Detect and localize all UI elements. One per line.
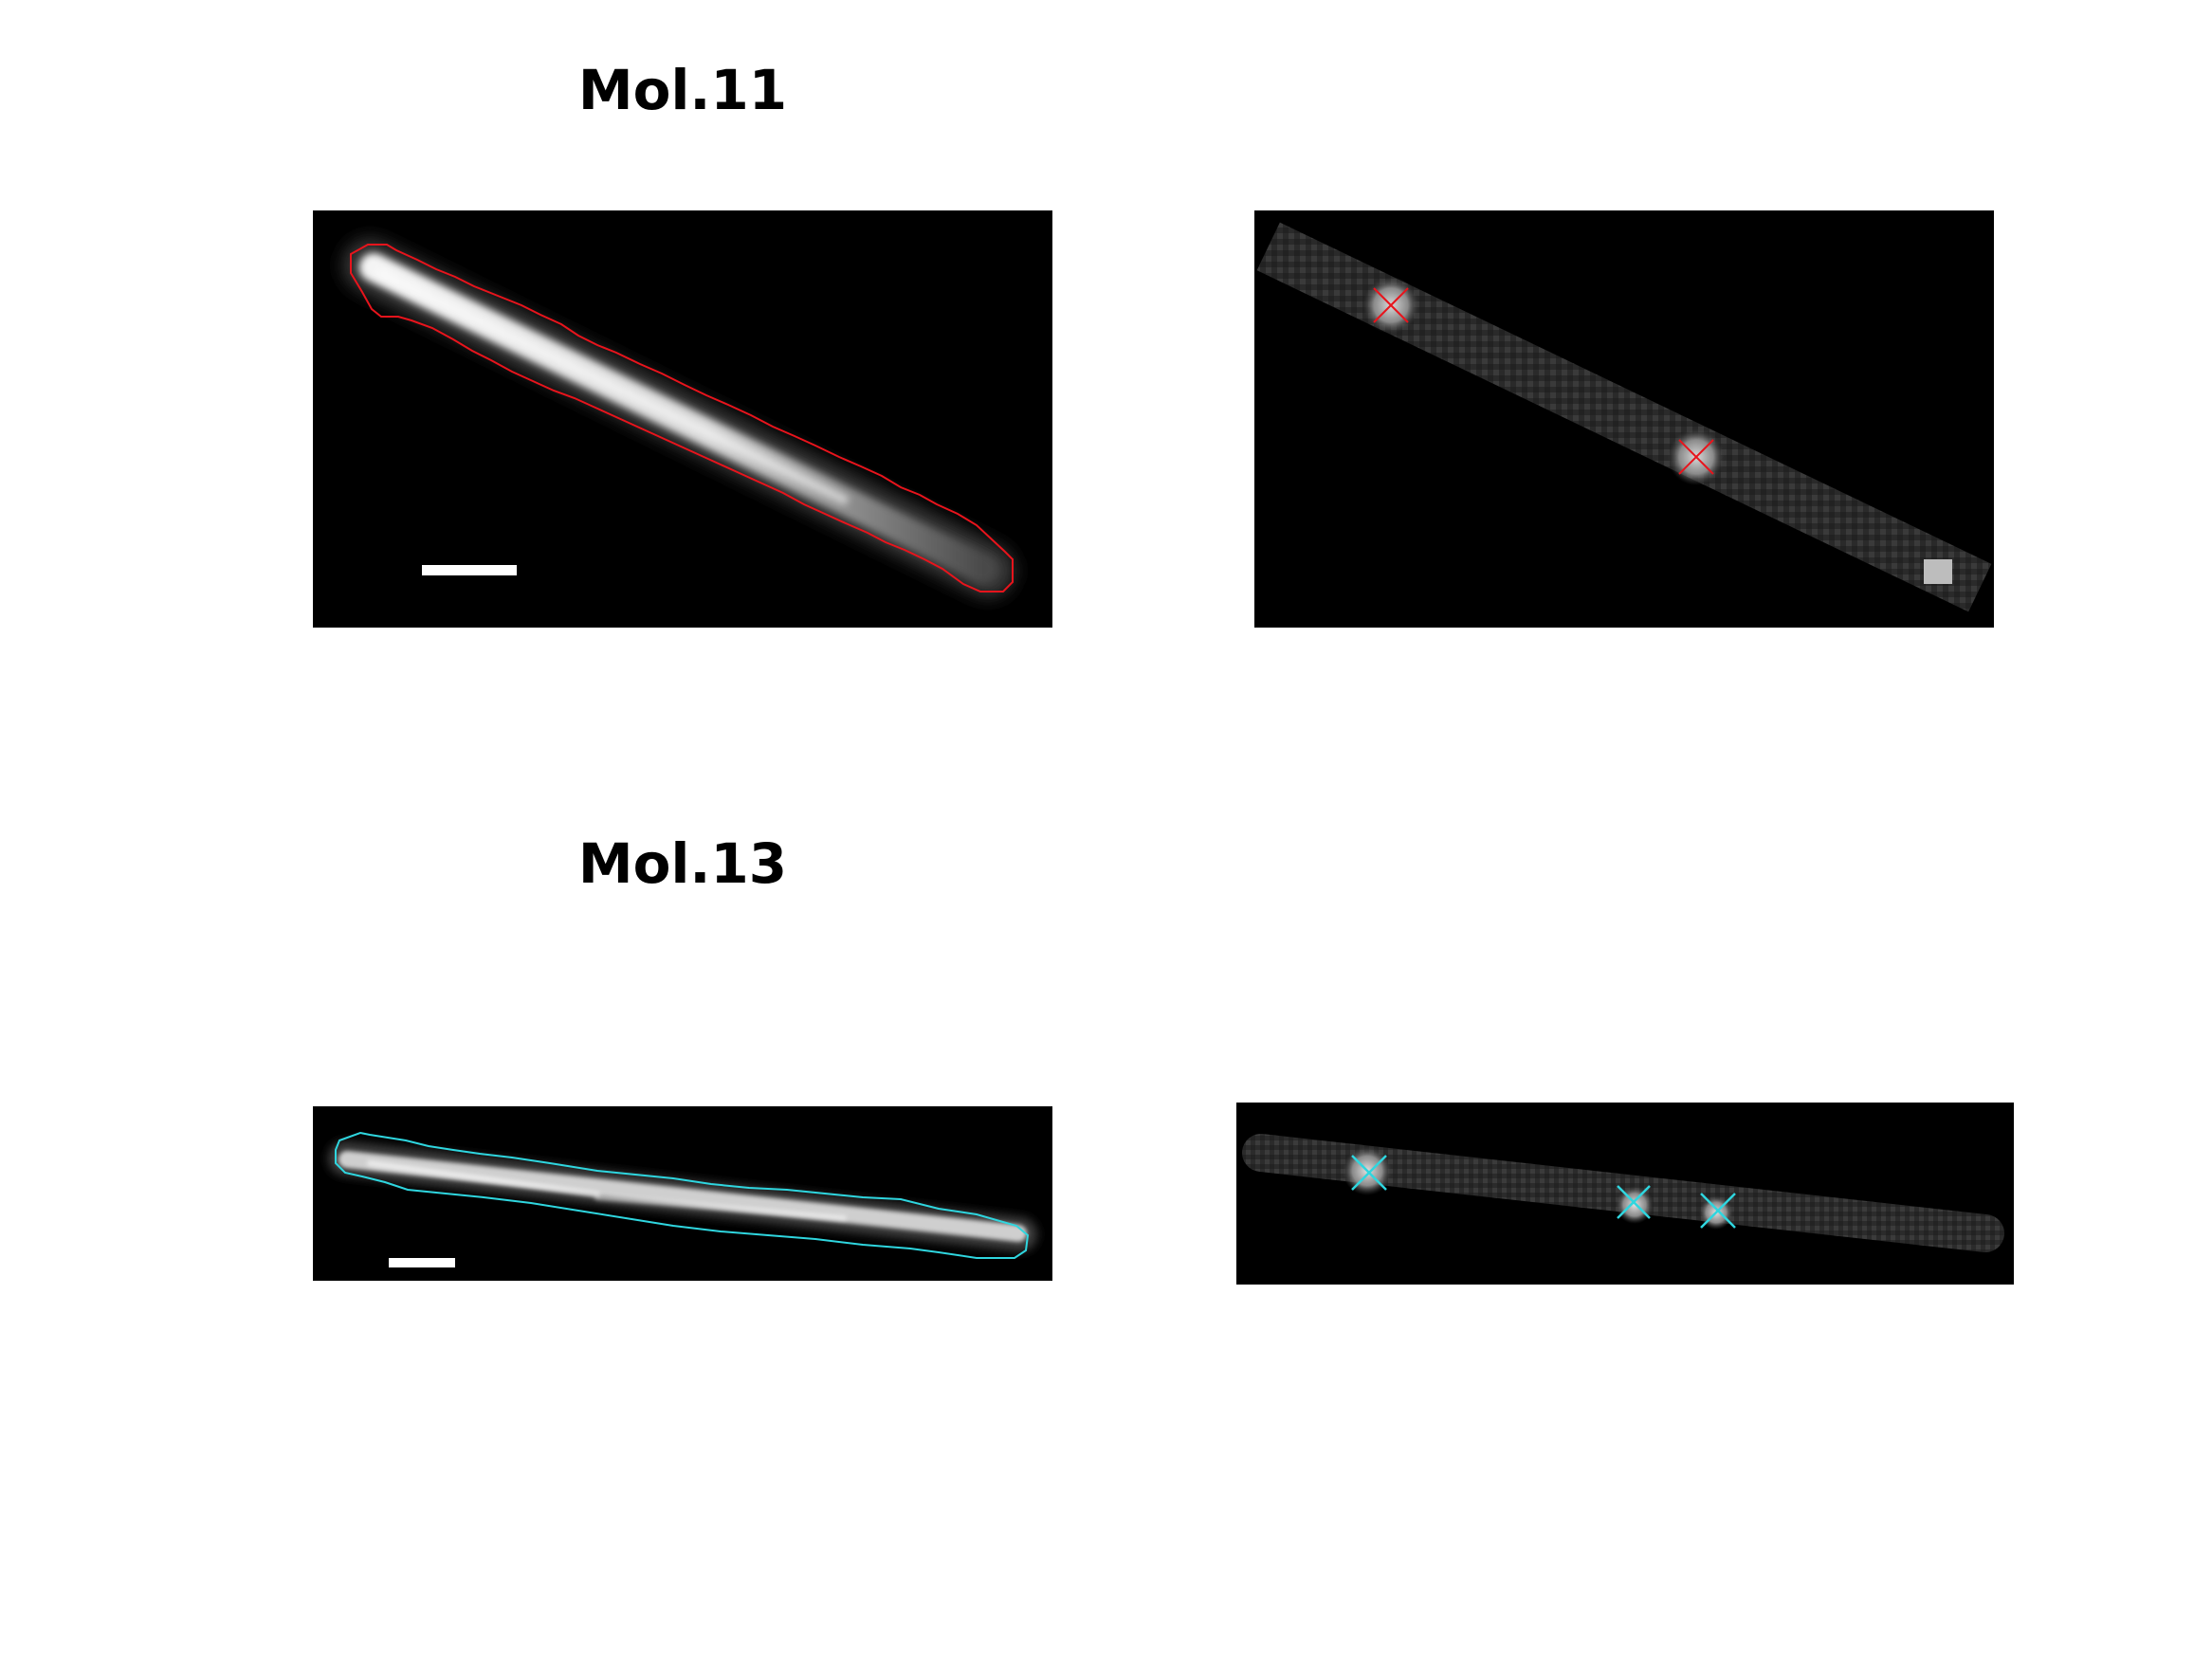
spot-marker — [1351, 1155, 1387, 1191]
spot-marker — [1678, 439, 1714, 475]
spot-marker — [1700, 1193, 1736, 1229]
mol11-outline-image — [343, 239, 1015, 597]
bright-spot — [1924, 559, 1952, 584]
spot-marker — [1373, 287, 1409, 323]
panel-mol13-outline — [313, 1106, 1052, 1281]
molecule-core — [594, 1194, 847, 1221]
row-title-mol11: Mol.11 — [577, 58, 788, 122]
segmentation-outline — [350, 244, 1014, 592]
row-title-mol13: Mol.13 — [577, 831, 788, 896]
panel-mol13-spots — [1236, 1103, 2014, 1285]
segmentation-outline — [335, 1131, 1030, 1259]
scale-bar — [422, 565, 517, 575]
molecule-core — [376, 268, 849, 504]
spot-marker — [1617, 1185, 1651, 1219]
mol13-spots-image — [1242, 1134, 2004, 1252]
molecule-core — [367, 1160, 600, 1197]
bright-spot — [1616, 1186, 1654, 1224]
scale-bar — [389, 1258, 455, 1267]
panel-mol11-spots — [1254, 210, 1994, 628]
mol13-outline-image — [328, 1131, 1037, 1267]
mol11-spots-image — [1256, 222, 1992, 612]
panel-mol11-outline — [313, 210, 1052, 628]
molecule-body — [338, 1151, 1027, 1242]
